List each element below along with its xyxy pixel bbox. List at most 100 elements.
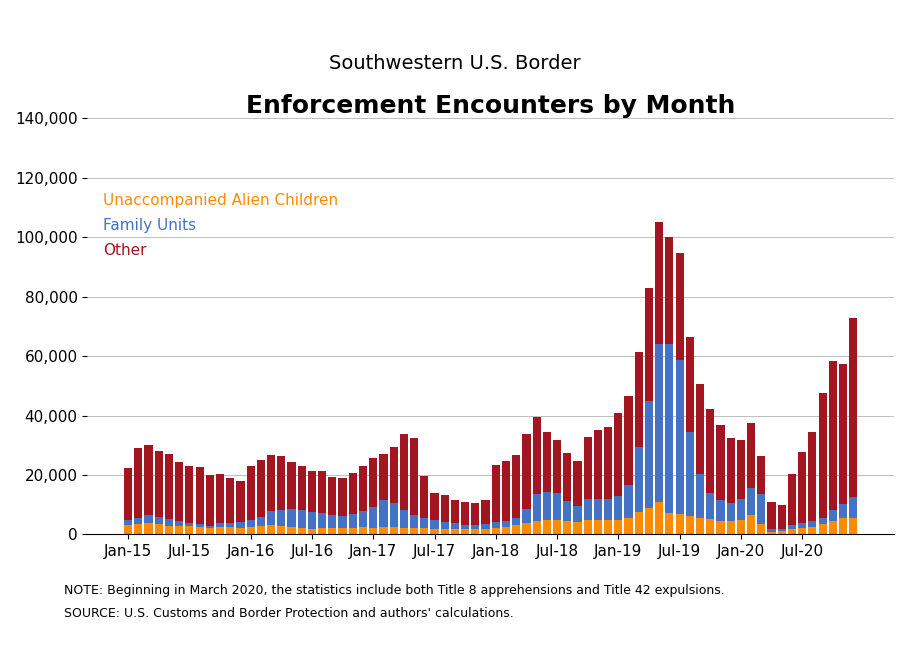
Bar — [287, 510, 295, 527]
Bar — [246, 466, 255, 519]
Bar — [543, 492, 551, 520]
Bar — [359, 527, 367, 535]
Bar — [808, 527, 816, 535]
Bar — [685, 432, 694, 515]
Bar — [829, 362, 837, 510]
Bar — [523, 434, 531, 509]
Bar — [308, 471, 316, 512]
Bar — [574, 461, 582, 506]
Bar — [349, 514, 357, 527]
Bar — [308, 529, 316, 535]
Bar — [400, 527, 408, 535]
Bar — [594, 430, 602, 499]
Bar — [328, 515, 336, 528]
Bar — [778, 531, 786, 535]
Bar — [614, 412, 623, 496]
Bar — [420, 477, 428, 518]
Bar — [185, 523, 194, 527]
Bar — [410, 528, 418, 535]
Bar — [818, 393, 826, 518]
Bar — [175, 527, 184, 535]
Bar — [338, 516, 346, 527]
Bar — [492, 527, 500, 535]
Bar — [706, 492, 714, 519]
Bar — [216, 475, 225, 523]
Bar — [533, 416, 541, 494]
Bar — [614, 519, 623, 535]
Bar — [482, 524, 490, 529]
Bar — [359, 467, 367, 511]
Bar — [175, 461, 184, 521]
Bar — [226, 523, 235, 527]
Title: Enforcement Encounters by Month: Enforcement Encounters by Month — [246, 94, 735, 118]
Bar — [839, 364, 847, 504]
Bar — [502, 521, 510, 527]
Bar — [818, 518, 826, 524]
Bar — [512, 525, 520, 535]
Bar — [318, 513, 326, 528]
Bar — [410, 515, 418, 528]
Bar — [634, 447, 643, 512]
Bar — [471, 529, 479, 535]
Bar — [737, 520, 745, 535]
Bar — [410, 438, 418, 515]
Bar — [297, 528, 305, 535]
Bar — [205, 528, 214, 535]
Bar — [338, 527, 346, 535]
Bar — [798, 523, 806, 527]
Bar — [543, 432, 551, 492]
Bar — [849, 318, 857, 497]
Bar — [788, 529, 796, 535]
Bar — [390, 447, 398, 504]
Bar — [523, 523, 531, 535]
Bar — [277, 510, 285, 526]
Bar — [533, 521, 541, 535]
Bar — [461, 529, 469, 535]
Bar — [849, 517, 857, 535]
Bar — [145, 445, 153, 515]
Bar — [685, 515, 694, 535]
Bar — [655, 344, 664, 502]
Bar — [624, 518, 633, 535]
Bar — [165, 525, 173, 535]
Bar — [788, 525, 796, 529]
Bar — [564, 521, 572, 535]
Bar — [145, 515, 153, 523]
Bar — [390, 504, 398, 527]
Bar — [716, 425, 724, 500]
Bar — [431, 493, 438, 519]
Bar — [757, 524, 765, 535]
Bar — [451, 500, 459, 523]
Bar — [818, 524, 826, 535]
Bar — [584, 520, 592, 535]
Bar — [757, 455, 765, 494]
Bar — [236, 522, 245, 527]
Bar — [379, 500, 387, 527]
Text: Family Units: Family Units — [104, 218, 196, 233]
Bar — [379, 454, 387, 500]
Bar — [716, 500, 724, 521]
Bar — [155, 517, 163, 524]
Bar — [726, 504, 734, 521]
Bar — [256, 460, 265, 517]
Bar — [165, 453, 173, 519]
Bar — [441, 521, 449, 529]
Bar — [747, 515, 755, 535]
Bar — [451, 523, 459, 529]
Bar — [675, 360, 684, 514]
Bar — [788, 475, 796, 525]
Bar — [665, 513, 674, 535]
Bar — [420, 518, 428, 528]
Bar — [614, 496, 623, 519]
Bar — [502, 527, 510, 535]
Bar — [226, 527, 235, 535]
Bar — [155, 451, 163, 517]
Bar — [267, 525, 275, 535]
Text: NOTE: Beginning in March 2020, the statistics include both Title 8 apprehensions: NOTE: Beginning in March 2020, the stati… — [64, 584, 724, 597]
Bar — [359, 511, 367, 527]
Bar — [564, 453, 572, 500]
Bar — [441, 495, 449, 521]
Bar — [747, 422, 755, 488]
Bar — [706, 409, 714, 492]
Bar — [471, 503, 479, 525]
